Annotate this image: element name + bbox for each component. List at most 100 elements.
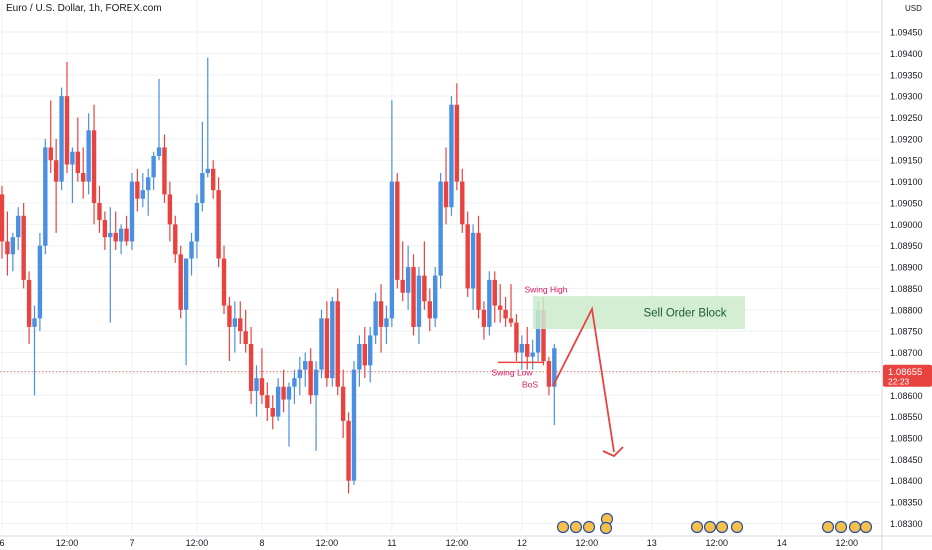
grid [0, 0, 882, 532]
event-icon [556, 520, 570, 534]
y-tick-label: 1.08300 [890, 519, 923, 529]
candle-body [5, 241, 10, 255]
candle-body [183, 258, 189, 310]
candle-body [205, 168, 210, 174]
candle-body [140, 190, 145, 199]
swing-low-label: Swing Low [491, 367, 533, 377]
candle-body [357, 343, 362, 370]
event-icon [834, 520, 848, 534]
candle-body [400, 279, 405, 293]
candle-body [362, 343, 368, 366]
candle-body [508, 318, 514, 323]
candle-body [113, 232, 118, 242]
event-icon [569, 520, 583, 534]
candle-body [546, 361, 552, 387]
candle-body [286, 386, 292, 400]
candle-body [70, 151, 75, 165]
candle-body [389, 181, 395, 319]
candle-body [297, 369, 303, 379]
event-icon [582, 520, 596, 534]
candle-body [81, 173, 86, 182]
candle-body [525, 343, 530, 357]
event-icon [715, 520, 729, 534]
candle-body [232, 318, 238, 327]
candle-body [135, 181, 140, 199]
y-tick-label: 1.09200 [890, 134, 923, 144]
candle-body [194, 202, 200, 242]
candle-body [416, 275, 422, 327]
candle-body [173, 224, 178, 255]
x-tick-label: 12:00 [56, 538, 79, 548]
candle-body [270, 408, 275, 417]
x-tick-label: 12:00 [576, 538, 599, 548]
candle-body [535, 309, 541, 353]
candle-body [481, 309, 487, 327]
candle-body [503, 309, 508, 319]
countdown-label: 22:23 [888, 376, 910, 386]
candle-body [384, 318, 389, 327]
candle-body [97, 202, 102, 221]
candle-body [48, 147, 53, 161]
candle-body [265, 395, 270, 409]
candle-body [335, 301, 340, 387]
y-tick-label: 1.08550 [890, 412, 923, 422]
y-tick-label: 1.09300 [890, 92, 923, 102]
candle-body [156, 147, 162, 156]
candle-body [64, 96, 70, 165]
event-icon [821, 520, 835, 534]
x-tick-label: 12:00 [446, 538, 469, 548]
projection-arrow [552, 306, 615, 453]
candle-body [422, 275, 427, 302]
candle-body [476, 232, 481, 310]
projection-arrowhead [602, 446, 624, 458]
y-tick-label: 1.08350 [890, 498, 923, 508]
candle-body [200, 173, 205, 203]
x-tick-label: 14 [777, 538, 787, 548]
candle-body [449, 104, 454, 208]
y-tick-label: 1.09050 [890, 198, 923, 208]
candle-body [465, 224, 470, 289]
currency-label: USD [905, 4, 922, 13]
candle-body [91, 130, 97, 203]
candle-body [454, 104, 460, 182]
x-tick-label: 12 [517, 538, 527, 548]
y-tick-label: 1.08700 [890, 348, 923, 358]
y-tick-label: 1.08500 [890, 433, 923, 443]
candle-body [129, 181, 135, 242]
x-tick-label: 12:00 [186, 538, 209, 548]
candle-body [102, 220, 108, 238]
y-tick-label: 1.09350 [890, 70, 923, 80]
candle-body [443, 181, 449, 208]
candle-body [530, 352, 535, 357]
candle-body [178, 254, 183, 310]
event-icon [599, 521, 613, 535]
x-tick-label: 11 [387, 538, 396, 548]
candle-body [395, 181, 400, 280]
candle-body [108, 232, 113, 238]
event-icon [690, 520, 704, 534]
y-tick-label: 1.09400 [890, 49, 923, 59]
candle-body [118, 228, 124, 242]
candle-body [243, 331, 248, 344]
x-tick-label: 12:00 [706, 538, 729, 548]
candle-body [460, 181, 465, 225]
candle-body [0, 194, 5, 242]
x-tick-label: 8 [259, 538, 264, 548]
y-tick-label: 1.09000 [890, 220, 923, 230]
candle-body [492, 279, 497, 306]
x-tick-label: 12:00 [316, 538, 339, 548]
y-tick-label: 1.08450 [890, 455, 923, 465]
y-tick-label: 1.08950 [890, 241, 923, 251]
candle-body [319, 318, 324, 370]
candle-body [411, 267, 416, 327]
candle-body [151, 155, 156, 178]
candle-body [308, 361, 313, 396]
candle-body [259, 378, 265, 396]
candle-body [368, 335, 373, 366]
candle-body [330, 301, 335, 379]
candle-body [405, 267, 411, 293]
candle-body [340, 386, 346, 421]
candle-body [552, 348, 557, 387]
candle-body [275, 386, 281, 417]
